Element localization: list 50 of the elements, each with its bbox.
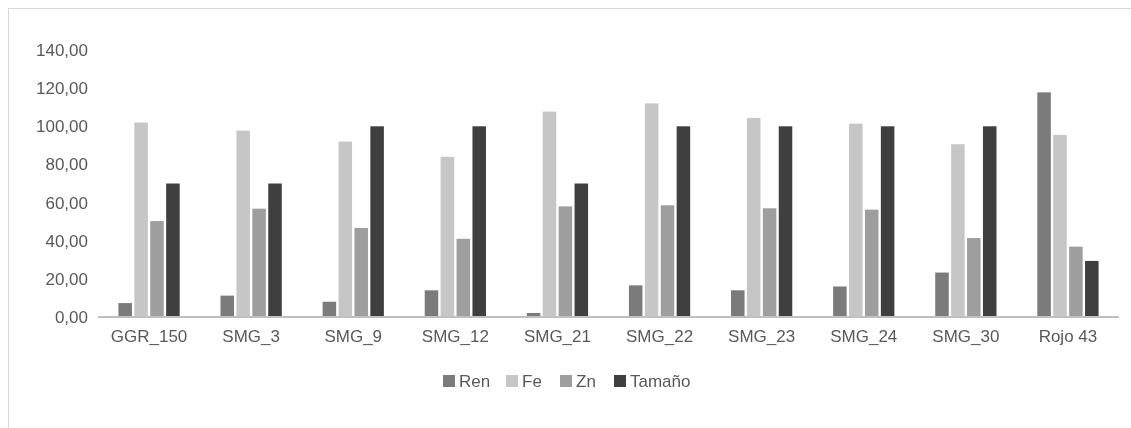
bar: [982, 126, 997, 317]
bar: [268, 183, 282, 317]
x-tick-label: Rojo 43: [1038, 327, 1098, 346]
bar: [880, 126, 895, 317]
bar: [472, 126, 486, 317]
x-tick-label: SMG_3: [222, 327, 280, 346]
x-tick-label: SMG_23: [728, 327, 796, 346]
bar: [424, 290, 439, 317]
x-tick-label: SMG_24: [830, 327, 898, 346]
bar: [833, 286, 847, 317]
legend-label: Zn: [576, 371, 596, 391]
legend-label: Tamaño: [630, 371, 691, 391]
bar: [166, 183, 180, 317]
x-tick-label: SMG_21: [523, 327, 591, 346]
bar: [762, 208, 777, 317]
bar: [676, 126, 691, 317]
bar: [118, 303, 132, 317]
x-tick-label: SMG_9: [324, 327, 383, 346]
legend-label: Ren: [459, 371, 491, 391]
bar: [1069, 246, 1083, 317]
bar: [967, 238, 981, 317]
bar: [628, 285, 643, 317]
bar: [558, 206, 573, 317]
y-tick-label: 60,00: [45, 193, 88, 213]
y-tick-label: 40,00: [45, 231, 88, 251]
bar: [574, 183, 589, 317]
bar: [150, 221, 164, 317]
y-tick-label: 0,00: [54, 307, 88, 327]
bar: [1037, 92, 1051, 317]
bar: [252, 208, 266, 317]
bar: [456, 238, 471, 317]
bar: [731, 290, 745, 317]
x-tick-label: SMG_12: [421, 327, 489, 346]
bar: [935, 272, 949, 317]
bar: [1085, 260, 1099, 317]
bar: [220, 295, 235, 317]
x-tick-label: GGR_150: [110, 327, 188, 346]
bar: [864, 209, 879, 317]
x-tick-label: SMG_22: [626, 327, 694, 346]
y-tick-label: 140,00: [36, 40, 88, 60]
legend-label: Fe: [522, 371, 542, 391]
y-tick-label: 80,00: [45, 155, 88, 175]
y-tick-label: 20,00: [45, 269, 88, 289]
bar: [778, 126, 793, 317]
bar: [354, 227, 368, 317]
y-tick-label: 100,00: [36, 117, 88, 137]
x-tick-label: SMG_30: [932, 327, 1000, 346]
bar: [370, 126, 384, 317]
bar: [660, 205, 675, 317]
y-tick-label: 120,00: [36, 79, 88, 99]
